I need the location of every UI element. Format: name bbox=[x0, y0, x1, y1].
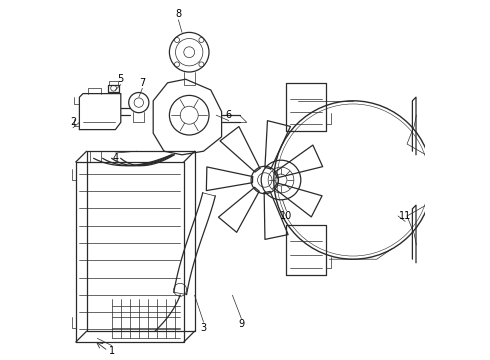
Text: 8: 8 bbox=[175, 9, 181, 19]
Text: 10: 10 bbox=[280, 211, 293, 221]
Text: 2: 2 bbox=[70, 117, 76, 127]
Text: 7: 7 bbox=[139, 78, 146, 88]
Text: 9: 9 bbox=[238, 319, 245, 329]
Text: 4: 4 bbox=[112, 153, 119, 163]
Text: 6: 6 bbox=[226, 110, 232, 120]
Text: 1: 1 bbox=[109, 346, 115, 356]
Text: 5: 5 bbox=[118, 74, 124, 84]
Text: 3: 3 bbox=[200, 323, 207, 333]
Text: 11: 11 bbox=[399, 211, 411, 221]
